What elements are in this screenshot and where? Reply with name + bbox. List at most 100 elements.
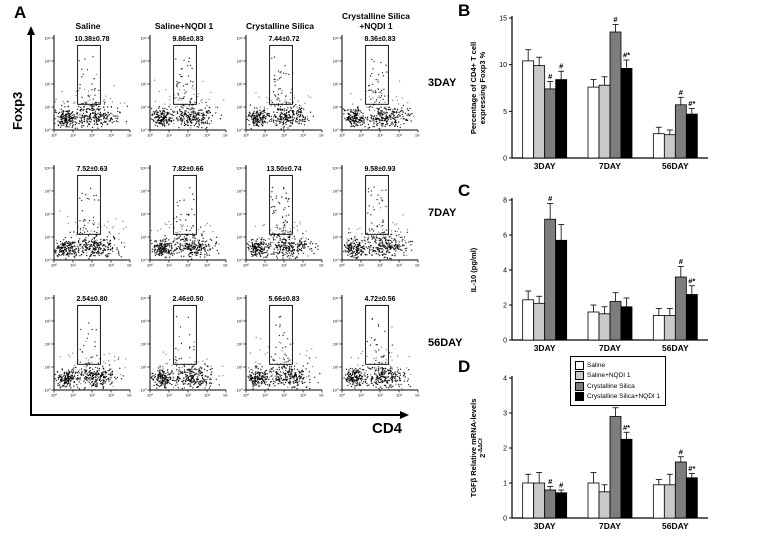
svg-text:10³: 10³ <box>300 263 306 268</box>
svg-text:10⁰: 10⁰ <box>332 258 338 263</box>
svg-text:10²: 10² <box>185 263 191 268</box>
row-label-7day: 7DAY <box>428 207 457 219</box>
svg-text:10³: 10³ <box>396 263 402 268</box>
foxp3-axis-label: Foxp3 <box>10 91 25 130</box>
legend-item: Crystalline Silica <box>575 381 660 391</box>
column-header-saline: Saline <box>75 20 101 31</box>
gate-percentage: 5.66±0.83 <box>268 296 300 303</box>
svg-text:10³: 10³ <box>141 319 147 324</box>
svg-text:10⁴: 10⁴ <box>44 166 50 171</box>
svg-text:10⁰: 10⁰ <box>339 263 345 268</box>
svg-text:10¹: 10¹ <box>333 105 339 110</box>
svg-text:10³: 10³ <box>141 189 147 194</box>
svg-text:10⁰: 10⁰ <box>140 258 146 263</box>
svg-text:10⁰: 10⁰ <box>243 263 249 268</box>
legend-item: Crystalline Silica+NQDI 1 <box>575 392 660 401</box>
svg-text:10¹: 10¹ <box>70 133 76 138</box>
gate-percentage: 2.46±0.50 <box>172 296 204 303</box>
legend-swatch-icon <box>575 360 584 370</box>
svg-text:10¹: 10¹ <box>333 235 339 240</box>
svg-text:10⁴: 10⁴ <box>223 263 228 268</box>
gate-percentage: 13.50±0.74 <box>266 166 302 173</box>
foxp3-axis-line <box>30 34 32 414</box>
svg-text:10²: 10² <box>333 212 339 217</box>
svg-text:10¹: 10¹ <box>262 393 268 398</box>
svg-text:10⁰: 10⁰ <box>243 393 249 398</box>
svg-text:10⁴: 10⁴ <box>319 393 324 398</box>
svg-text:10⁰: 10⁰ <box>44 388 50 393</box>
svg-text:10¹: 10¹ <box>237 365 243 370</box>
legend-label: Crystalline Silica <box>587 382 635 390</box>
svg-text:10²: 10² <box>89 133 95 138</box>
svg-text:10²: 10² <box>185 133 191 138</box>
svg-text:10²: 10² <box>237 342 243 347</box>
svg-text:10²: 10² <box>377 133 383 138</box>
svg-text:10⁴: 10⁴ <box>44 36 50 41</box>
svg-text:10¹: 10¹ <box>166 133 172 138</box>
panel-d: D Saline Saline+NQDI 1 Crystalline Silica C… <box>452 356 767 542</box>
svg-text:10³: 10³ <box>204 133 210 138</box>
svg-text:10⁰: 10⁰ <box>44 258 50 263</box>
svg-text:10²: 10² <box>45 82 51 87</box>
svg-text:10⁴: 10⁴ <box>44 296 50 301</box>
svg-text:10³: 10³ <box>300 133 306 138</box>
svg-text:10²: 10² <box>89 263 95 268</box>
row-label-56day: 56DAY <box>428 337 463 349</box>
svg-text:10⁰: 10⁰ <box>236 388 242 393</box>
svg-text:10⁴: 10⁴ <box>223 393 228 398</box>
svg-text:10⁰: 10⁰ <box>339 133 345 138</box>
legend-label: Saline+NQDI 1 <box>587 372 631 379</box>
svg-text:10⁴: 10⁴ <box>332 166 338 171</box>
svg-text:10²: 10² <box>281 133 287 138</box>
svg-text:10²: 10² <box>185 393 191 398</box>
legend-swatch-icon <box>575 392 584 401</box>
svg-text:10²: 10² <box>281 263 287 268</box>
legend-label: Saline <box>587 361 606 369</box>
svg-text:10²: 10² <box>237 212 243 217</box>
svg-text:10⁴: 10⁴ <box>319 263 324 268</box>
gate-percentage: 10.38±0.78 <box>74 36 110 43</box>
legend-item: Saline <box>575 360 660 370</box>
svg-text:10⁴: 10⁴ <box>127 263 132 268</box>
gate-percentage: 7.52±0.63 <box>76 166 108 173</box>
panel-label-d: D <box>458 357 471 376</box>
svg-text:10¹: 10¹ <box>45 365 51 370</box>
panel-label-a: A <box>14 3 27 22</box>
svg-text:10¹: 10¹ <box>70 393 76 398</box>
gate-percentage: 9.86±0.83 <box>172 36 204 43</box>
flow-plot: 13.50±0.74 10⁰10⁰10¹10¹10²10²10³10³10⁴10… <box>232 162 328 292</box>
row-label-3day: 3DAY <box>428 77 457 89</box>
panel-label-c: C <box>458 181 471 200</box>
gate-percentage: 2.54±0.80 <box>76 296 108 303</box>
svg-text:10¹: 10¹ <box>70 263 76 268</box>
svg-text:10²: 10² <box>89 393 95 398</box>
svg-text:10¹: 10¹ <box>166 263 172 268</box>
svg-text:10¹: 10¹ <box>262 263 268 268</box>
svg-text:10³: 10³ <box>333 59 339 64</box>
svg-text:10²: 10² <box>45 212 51 217</box>
svg-text:10⁰: 10⁰ <box>332 128 338 133</box>
panel-b: B 0 5 10 15 3DAY # #7DAY # #* 56DAY # #* Percentage … <box>452 0 767 178</box>
svg-text:10²: 10² <box>237 82 243 87</box>
gate-percentage: 7.44±0.72 <box>268 36 300 43</box>
column-header-silica: Crystalline Silica <box>245 20 315 31</box>
svg-text:10¹: 10¹ <box>45 235 51 240</box>
svg-text:10¹: 10¹ <box>237 105 243 110</box>
svg-text:10³: 10³ <box>204 393 210 398</box>
